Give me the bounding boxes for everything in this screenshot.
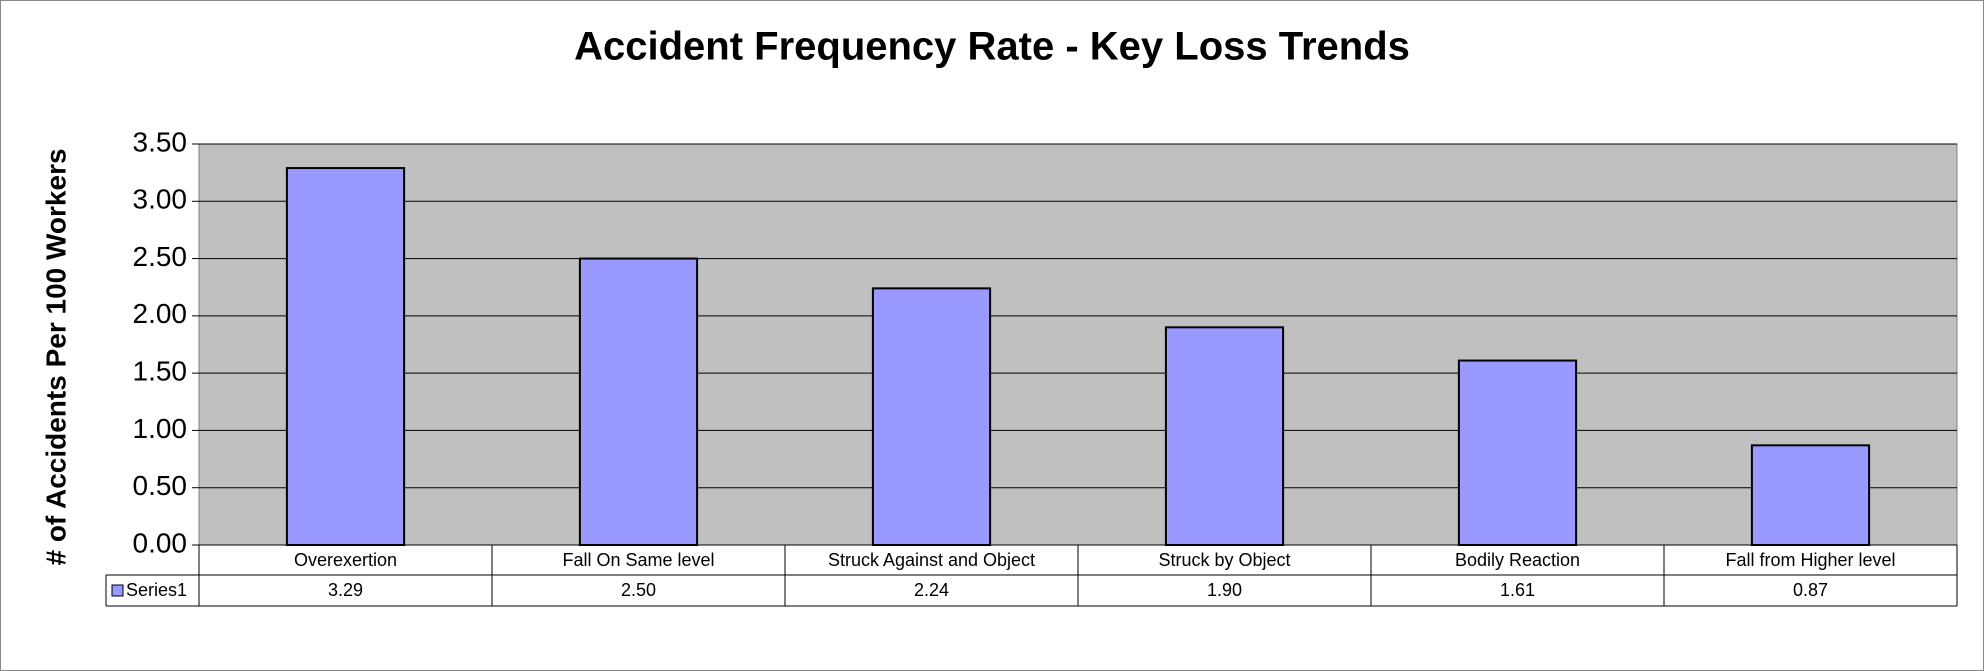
value-label: 1.90 bbox=[1207, 580, 1242, 600]
bar bbox=[1750, 444, 1871, 546]
x-tick-label: Struck by Object bbox=[1158, 550, 1290, 570]
x-tick-label: Struck Against and Object bbox=[828, 550, 1035, 570]
value-label: 2.50 bbox=[621, 580, 656, 600]
value-label: 3.29 bbox=[328, 580, 363, 600]
legend-swatch bbox=[111, 584, 124, 597]
y-tick-label: 2.00 bbox=[133, 298, 188, 329]
y-tick-label: 0.00 bbox=[133, 527, 188, 558]
bar bbox=[578, 257, 699, 546]
bar bbox=[285, 167, 406, 546]
bar bbox=[871, 287, 992, 546]
y-axis-label: # of Accidents Per 100 Workers bbox=[40, 148, 71, 565]
bar bbox=[1457, 359, 1578, 547]
x-tick-label: Bodily Reaction bbox=[1455, 550, 1580, 570]
chart-title: Accident Frequency Rate - Key Loss Trend… bbox=[574, 25, 1410, 69]
bar bbox=[1164, 326, 1285, 547]
plot-area bbox=[198, 143, 1958, 546]
y-tick-label: 1.50 bbox=[133, 356, 188, 387]
x-tick-label: Fall from Higher level bbox=[1725, 550, 1895, 570]
x-tick-label: Fall On Same level bbox=[562, 550, 714, 570]
value-label: 2.24 bbox=[914, 580, 949, 600]
value-label: 1.61 bbox=[1500, 580, 1535, 600]
y-tick-label: 2.50 bbox=[133, 241, 188, 272]
y-tick-label: 3.00 bbox=[133, 184, 188, 215]
y-tick-label: 1.00 bbox=[133, 413, 188, 444]
y-tick-label: 0.50 bbox=[133, 470, 188, 501]
legend-label: Series1 bbox=[126, 580, 187, 600]
value-label: 0.87 bbox=[1793, 580, 1828, 600]
y-tick-label: 3.50 bbox=[133, 126, 188, 157]
x-tick-label: Overexertion bbox=[294, 550, 397, 570]
